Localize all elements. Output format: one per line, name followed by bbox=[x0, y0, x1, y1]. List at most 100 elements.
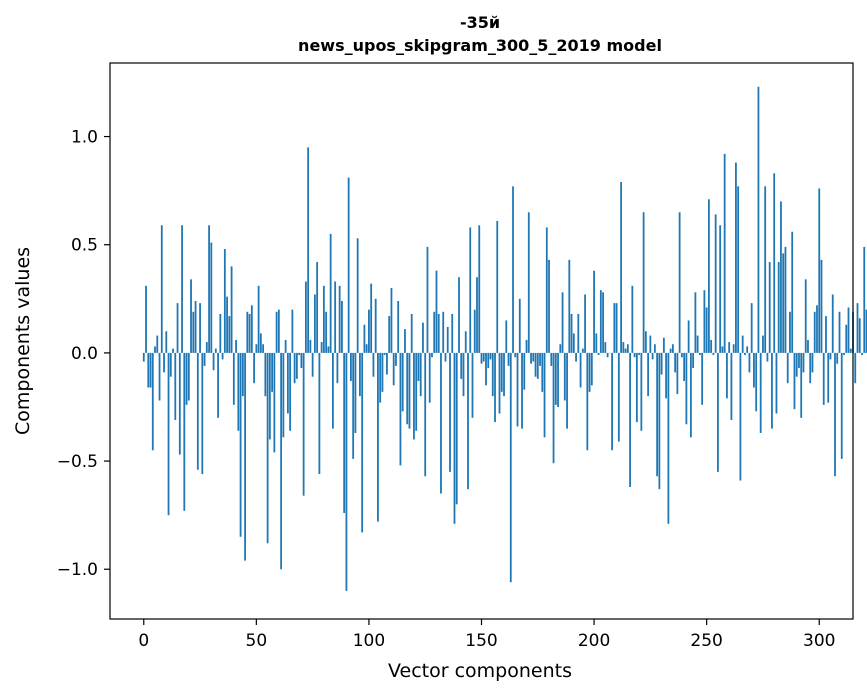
bar bbox=[730, 352, 733, 420]
bar bbox=[205, 342, 208, 353]
bar bbox=[347, 177, 350, 353]
bar bbox=[633, 352, 636, 358]
bar bbox=[543, 352, 546, 438]
bar bbox=[307, 147, 310, 353]
bar bbox=[257, 285, 260, 353]
bar bbox=[561, 292, 564, 353]
bar bbox=[647, 352, 650, 397]
bar bbox=[208, 225, 210, 353]
bar bbox=[825, 316, 827, 353]
x-tick-label: 0 bbox=[138, 631, 149, 651]
bar bbox=[235, 339, 237, 353]
bar bbox=[359, 352, 361, 397]
bar bbox=[397, 300, 400, 353]
bar bbox=[856, 303, 859, 353]
bar bbox=[196, 352, 199, 470]
bar bbox=[836, 352, 839, 364]
bar bbox=[255, 344, 258, 353]
x-tick-label: 200 bbox=[578, 631, 610, 651]
bar bbox=[154, 346, 156, 353]
y-axis-label: Components values bbox=[12, 247, 34, 435]
bar bbox=[863, 246, 866, 353]
bar bbox=[341, 300, 343, 353]
bar bbox=[705, 307, 708, 353]
bar bbox=[865, 309, 867, 353]
bar bbox=[536, 352, 539, 379]
bar bbox=[712, 352, 715, 356]
bar bbox=[370, 283, 373, 353]
bar bbox=[363, 324, 366, 353]
bar bbox=[169, 352, 172, 377]
bar bbox=[214, 348, 217, 353]
bar bbox=[699, 352, 701, 356]
bar bbox=[586, 352, 589, 451]
bar bbox=[458, 277, 460, 353]
bar bbox=[241, 352, 244, 397]
bar bbox=[185, 352, 188, 405]
bar bbox=[295, 352, 298, 379]
y-tick-label: −1.0 bbox=[57, 560, 98, 580]
bar bbox=[568, 259, 571, 353]
bar bbox=[786, 352, 789, 384]
x-axis-label: Vector components bbox=[388, 660, 572, 682]
bar bbox=[518, 298, 521, 353]
bar bbox=[843, 352, 845, 356]
bar bbox=[676, 352, 679, 395]
bar bbox=[428, 352, 431, 403]
bar bbox=[861, 352, 863, 356]
bar bbox=[692, 352, 695, 369]
bar bbox=[638, 352, 641, 356]
bar bbox=[259, 333, 262, 353]
bar bbox=[491, 352, 494, 397]
bar bbox=[431, 352, 433, 358]
bar bbox=[262, 344, 264, 353]
bar bbox=[735, 162, 737, 353]
bar bbox=[595, 333, 598, 353]
chart-title: -35й bbox=[460, 13, 500, 32]
bar bbox=[669, 348, 672, 353]
bar bbox=[478, 225, 481, 353]
bar bbox=[388, 316, 391, 353]
bar bbox=[356, 238, 359, 353]
bar bbox=[377, 352, 379, 522]
bar bbox=[773, 173, 776, 353]
bar bbox=[789, 311, 791, 353]
bar bbox=[662, 337, 665, 353]
y-axis-ticks: −1.0 −0.5 0.0 0.5 1.0 bbox=[57, 128, 110, 580]
y-tick-label: −0.5 bbox=[57, 452, 98, 472]
bar bbox=[286, 352, 289, 414]
bar bbox=[485, 352, 487, 386]
bar bbox=[723, 153, 726, 353]
bar bbox=[570, 313, 573, 353]
bar bbox=[521, 352, 523, 429]
bar bbox=[744, 352, 746, 356]
bar bbox=[318, 352, 321, 475]
bar bbox=[671, 344, 674, 353]
bar bbox=[784, 246, 787, 353]
bar bbox=[417, 352, 420, 382]
bar bbox=[593, 270, 595, 353]
bar bbox=[473, 309, 476, 353]
bar bbox=[622, 342, 625, 353]
bar bbox=[557, 352, 559, 407]
bar bbox=[217, 352, 219, 418]
bar bbox=[809, 352, 812, 384]
bar bbox=[854, 352, 857, 384]
bar bbox=[739, 352, 742, 481]
bar bbox=[183, 352, 186, 511]
bar bbox=[847, 307, 850, 353]
bar bbox=[248, 313, 251, 353]
bar bbox=[858, 318, 861, 353]
bar bbox=[365, 344, 368, 353]
bar bbox=[437, 313, 440, 353]
bar bbox=[221, 352, 224, 360]
bar bbox=[802, 352, 805, 373]
x-tick-label: 250 bbox=[690, 631, 722, 651]
bar bbox=[674, 352, 677, 373]
bar bbox=[230, 266, 233, 353]
bar bbox=[820, 259, 823, 353]
bar bbox=[336, 352, 339, 384]
bar bbox=[780, 201, 782, 353]
x-axis-ticks: 0 50 100 150 200 250 300 bbox=[138, 619, 835, 651]
bar bbox=[613, 303, 616, 353]
